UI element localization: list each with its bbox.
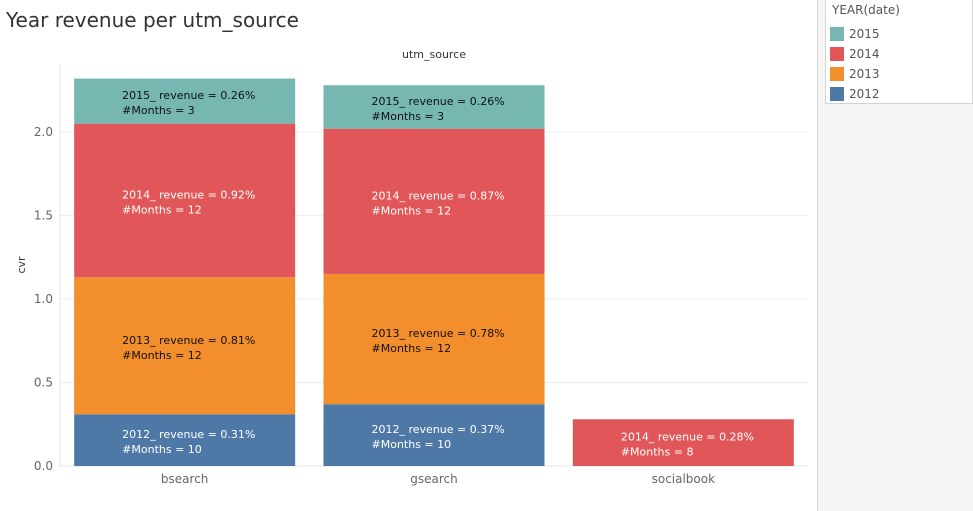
x-tick-label: socialbook — [652, 472, 716, 486]
legend-item-2015[interactable]: 2015 — [830, 26, 880, 42]
legend-label: 2014 — [849, 47, 880, 61]
bar-gsearch-2012 — [323, 404, 545, 466]
data-label: #Months = 3 — [372, 110, 445, 123]
y-tick-label: 2.0 — [34, 125, 53, 139]
y-tick-label: 1.0 — [34, 292, 53, 306]
bar-gsearch-2013 — [323, 273, 545, 405]
data-label: 2013_ revenue = 0.78% — [372, 327, 505, 340]
bar-bsearch-2015 — [74, 78, 296, 124]
panel-divider — [817, 0, 818, 511]
legend-label: 2012 — [849, 87, 880, 101]
legend-item-2012[interactable]: 2012 — [830, 86, 880, 102]
column-header: utm_source — [402, 48, 466, 61]
data-label: #Months = 12 — [122, 203, 202, 216]
legend-title: YEAR(date) — [832, 3, 900, 17]
y-axis-label: cvr — [15, 256, 28, 274]
legend-item-2013[interactable]: 2013 — [830, 66, 880, 82]
data-label: 2015_ revenue = 0.26% — [122, 89, 255, 102]
bar-gsearch-2014 — [323, 128, 545, 274]
legend-swatch — [830, 87, 844, 101]
legend-label: 2013 — [849, 67, 880, 81]
bar-socialbook-2014 — [572, 419, 794, 466]
data-label: #Months = 3 — [122, 104, 195, 117]
y-tick-label: 0.5 — [34, 376, 53, 390]
bar-bsearch-2013 — [74, 277, 296, 415]
page-title: Year revenue per utm_source — [6, 8, 299, 32]
data-label: #Months = 12 — [372, 342, 452, 355]
legend-swatch — [830, 67, 844, 81]
x-tick-label: gsearch — [410, 472, 457, 486]
bar-gsearch-2015 — [323, 85, 545, 129]
data-label: 2014_ revenue = 0.92% — [122, 188, 255, 201]
data-label: 2012_ revenue = 0.37% — [372, 423, 505, 436]
x-tick-label: bsearch — [161, 472, 208, 486]
data-label: 2014_ revenue = 0.28% — [621, 431, 754, 444]
bar-bsearch-2012 — [74, 414, 296, 466]
legend-item-2014[interactable]: 2014 — [830, 46, 880, 62]
legend: YEAR(date) 2015 2014 2013 2012 — [825, 0, 973, 104]
legend-swatch — [830, 47, 844, 61]
data-label: #Months = 10 — [122, 443, 202, 456]
data-label: #Months = 12 — [372, 204, 452, 217]
legend-label: 2015 — [849, 27, 880, 41]
data-label: 2015_ revenue = 0.26% — [372, 95, 505, 108]
y-tick-label: 0.0 — [34, 459, 53, 473]
y-tick-label: 1.5 — [34, 209, 53, 223]
data-label: 2014_ revenue = 0.87% — [372, 189, 505, 202]
data-label: #Months = 10 — [372, 438, 452, 451]
data-label: 2012_ revenue = 0.31% — [122, 428, 255, 441]
data-label: 2013_ revenue = 0.81% — [122, 334, 255, 347]
bar-bsearch-2014 — [74, 123, 296, 278]
data-label: #Months = 8 — [621, 446, 694, 459]
data-label: #Months = 12 — [122, 349, 202, 362]
legend-swatch — [830, 27, 844, 41]
